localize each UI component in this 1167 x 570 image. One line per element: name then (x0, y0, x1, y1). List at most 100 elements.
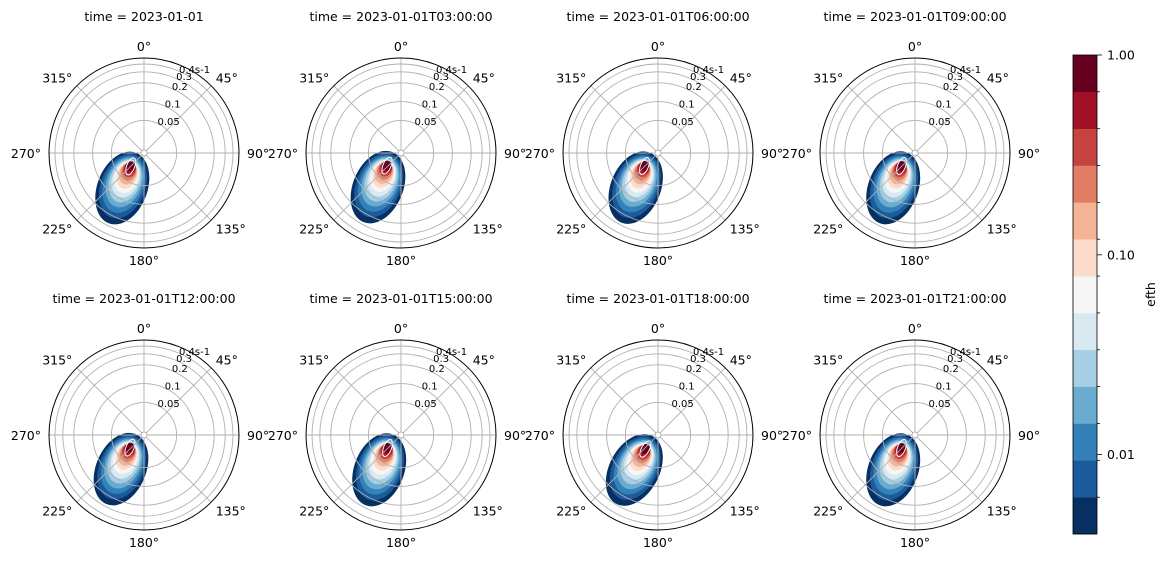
direction-tick-label: 45° (730, 70, 752, 85)
polar-axes-frame (562, 339, 754, 531)
direction-tick-label: 315° (42, 352, 72, 367)
radial-tick-label: 0.2 (943, 364, 959, 375)
angular-gridline (847, 85, 914, 152)
contour-level-12 (640, 444, 651, 454)
radial-tick-label: 0.3 (690, 354, 706, 365)
radial-tick-label: 0.05 (158, 117, 180, 128)
radial-tick-label: 0.3 (433, 72, 449, 83)
radial-tick-label: 0.2 (686, 364, 702, 375)
radial-tick-label: 0.1 (165, 382, 181, 393)
radial-tick-label: 0.1 (936, 100, 952, 111)
colorbar-segment (1073, 165, 1097, 203)
direction-tick-label: 315° (813, 352, 843, 367)
direction-tick-label: 135° (473, 504, 503, 519)
direction-tick-label: 90° (247, 428, 269, 443)
radial-tick-label: 0.4s-1 (693, 347, 724, 358)
radial-tick-label: 0.4s-1 (950, 347, 981, 358)
radial-tick-label: 0.3 (433, 354, 449, 365)
radial-tick-label: 0.1 (679, 382, 695, 393)
panel-title: time = 2023-01-01 (84, 9, 203, 24)
radial-tick-label: 0.2 (429, 364, 445, 375)
angular-gridline (590, 367, 657, 434)
direction-tick-label: 180° (900, 253, 930, 268)
colorbar-segment (1073, 202, 1097, 240)
angular-gridline (333, 367, 400, 434)
angular-gridline (145, 154, 212, 221)
direction-tick-label: 135° (987, 504, 1017, 519)
direction-tick-label: 90° (504, 146, 526, 161)
direction-tick-label: 135° (987, 222, 1017, 237)
direction-tick-label: 270° (11, 428, 41, 443)
colorbar-frame (1072, 54, 1098, 535)
direction-tick-label: 225° (299, 222, 329, 237)
direction-tick-label: 180° (129, 535, 159, 550)
direction-tick-label: 315° (299, 70, 329, 85)
direction-tick-label: 180° (900, 535, 930, 550)
colorbar-segment (1073, 497, 1097, 535)
direction-tick-label: 270° (782, 146, 812, 161)
colorbar-segment (1073, 276, 1097, 314)
spectrum-contours (93, 432, 149, 506)
radial-tick-label: 0.05 (672, 399, 694, 410)
direction-tick-label: 0° (908, 321, 922, 336)
direction-tick-label: 270° (268, 146, 298, 161)
polar-panel: 0.05 0.1 0.20.30.4s-1 0° 45° 90° 135° 180° 225° 2… (268, 9, 526, 268)
polar-panel: 0.05 0.1 0.20.30.4s-1 0° 45° 90° 135° 180° 225° 2… (525, 9, 783, 268)
direction-tick-label: 225° (42, 222, 72, 237)
polar-axes-frame (305, 57, 497, 249)
direction-tick-label: 0° (137, 39, 151, 54)
direction-tick-label: 225° (813, 504, 843, 519)
angular-gridline (659, 85, 726, 152)
direction-tick-label: 270° (11, 146, 41, 161)
direction-tick-label: 90° (761, 146, 783, 161)
angular-gridline (659, 154, 726, 221)
direction-tick-label: 180° (386, 253, 416, 268)
direction-tick-label: 225° (42, 504, 72, 519)
direction-tick-label: 180° (129, 253, 159, 268)
radial-tick-label: 0.4s-1 (436, 347, 467, 358)
spectrum-contours (866, 433, 921, 507)
direction-tick-label: 315° (556, 352, 586, 367)
direction-tick-label: 45° (987, 70, 1009, 85)
radial-tick-label: 0.05 (415, 117, 437, 128)
angular-gridline (402, 367, 469, 434)
peak-highlight (896, 438, 907, 458)
peak-highlight (638, 157, 651, 175)
direction-tick-label: 180° (643, 535, 673, 550)
radial-tick-label: 0.2 (943, 82, 959, 93)
direction-tick-label: 90° (761, 428, 783, 443)
spectrum-contours (866, 151, 921, 225)
polar-axes-frame (819, 339, 1011, 531)
direction-tick-label: 0° (908, 39, 922, 54)
radial-tick-label: 0.4s-1 (950, 65, 981, 76)
direction-tick-label: 135° (730, 504, 760, 519)
spectrum-contours (350, 150, 406, 224)
colorbar-segment (1073, 460, 1097, 498)
colorbar-tick-label: 0.10 (1107, 247, 1135, 262)
angular-gridline (847, 436, 914, 503)
radial-tick-label: 0.1 (679, 100, 695, 111)
direction-tick-label: 90° (1018, 428, 1040, 443)
angular-gridline (76, 367, 143, 434)
colorbar-segment (1073, 386, 1097, 424)
panel-title: time = 2023-01-01T15:00:00 (309, 291, 492, 306)
colorbar-segment (1073, 91, 1097, 129)
polar-axes-frame (819, 57, 1011, 249)
colorbar-segment (1073, 128, 1097, 166)
radial-tick-label: 0.2 (429, 82, 445, 93)
direction-tick-label: 270° (782, 428, 812, 443)
colorbar-tick-label: 0.01 (1107, 447, 1135, 462)
radial-tick-label: 0.3 (947, 72, 963, 83)
angular-gridline (76, 85, 143, 152)
direction-tick-label: 45° (473, 70, 495, 85)
direction-tick-label: 0° (651, 321, 665, 336)
direction-tick-label: 0° (394, 321, 408, 336)
colorbar-segment (1073, 349, 1097, 387)
direction-tick-label: 0° (394, 39, 408, 54)
colorbar-segment (1073, 312, 1097, 351)
radial-tick-label: 0.05 (929, 117, 951, 128)
colorbar-segment (1073, 55, 1097, 93)
colorbar: 1.00 0.10 0.01 efth (1072, 48, 1158, 535)
direction-tick-label: 135° (730, 222, 760, 237)
polar-axes-frame (48, 57, 240, 249)
